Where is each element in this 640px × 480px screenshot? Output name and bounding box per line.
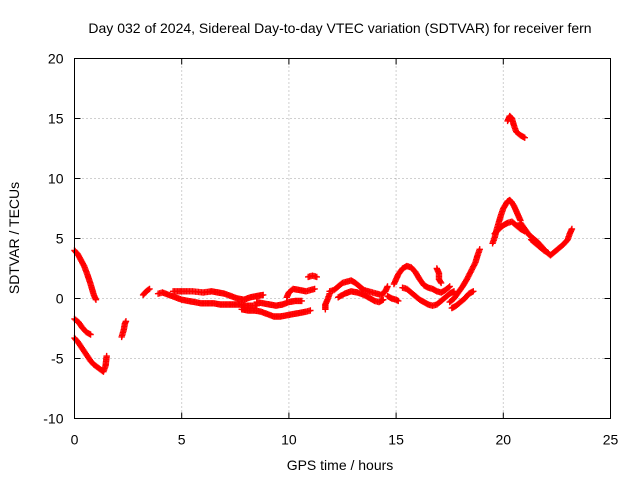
- x-tick-label: 25: [603, 432, 619, 448]
- x-tick-label: 5: [178, 432, 186, 448]
- series-arc-15: [384, 292, 402, 305]
- y-tick-label: 15: [48, 111, 64, 127]
- data-point: [307, 307, 314, 314]
- data-point: [437, 278, 444, 285]
- data-point: [545, 249, 552, 257]
- data-point: [259, 291, 267, 299]
- series-arc-18: [433, 265, 445, 287]
- y-tick-label: 10: [48, 171, 64, 187]
- y-tick-label: 20: [48, 51, 64, 67]
- series-arc-1: [71, 247, 100, 303]
- x-tick-label: 0: [71, 432, 79, 448]
- data-point: [476, 246, 483, 253]
- series-arc-17: [399, 284, 458, 309]
- data-point: [145, 286, 152, 293]
- series-arc-20: [448, 288, 477, 312]
- y-tick-label: 0: [56, 291, 64, 307]
- series-arc-25: [504, 112, 528, 141]
- data-point: [437, 279, 445, 287]
- series-arc-2: [71, 315, 94, 338]
- data-point: [445, 284, 452, 291]
- y-axis-title: SDTVAR / TECUs: [6, 182, 22, 294]
- series-arc-19: [446, 246, 483, 306]
- series-arc-22: [491, 218, 528, 237]
- series-arc-6: [154, 289, 260, 309]
- series-arc-3: [71, 334, 110, 375]
- data-point: [395, 297, 402, 305]
- y-tick-label: 5: [56, 231, 64, 247]
- data-point: [103, 352, 110, 360]
- y-tick-label: -5: [51, 351, 64, 367]
- data-point: [384, 283, 391, 290]
- x-axis-title: GPS time / hours: [287, 457, 394, 473]
- data-point: [311, 285, 318, 293]
- x-tick-label: 10: [281, 432, 297, 448]
- series-arc-8: [238, 306, 314, 320]
- y-axis-ticks: -10 -5 0 5 10 15 20: [43, 51, 611, 427]
- series-arc-5: [139, 285, 153, 299]
- data-points: [71, 112, 576, 375]
- series-arc-9: [253, 297, 305, 309]
- y-tick-label: -10: [43, 411, 63, 427]
- x-axis-ticks: 0 5 10 15 20 25: [71, 58, 619, 448]
- grid: [74, 58, 611, 419]
- data-point: [298, 297, 305, 305]
- series-arc-13: [326, 277, 391, 299]
- x-tick-label: 20: [496, 432, 512, 448]
- series-arc-11: [304, 272, 320, 281]
- series-arc-24: [527, 236, 552, 257]
- data-point: [146, 285, 153, 293]
- data-point: [380, 296, 387, 303]
- x-tick-label: 15: [388, 432, 404, 448]
- data-point: [471, 260, 478, 268]
- data-point: [568, 225, 576, 233]
- series-arc-12: [322, 290, 333, 313]
- data-point: [313, 273, 320, 281]
- series-arc-16: [390, 262, 453, 296]
- data-point: [92, 296, 100, 303]
- data-point: [87, 331, 94, 338]
- data-point: [521, 134, 528, 141]
- data-point: [470, 288, 477, 295]
- series-arc-7: [169, 288, 267, 303]
- chart-title: Day 032 of 2024, Sidereal Day-to-day VTE…: [88, 20, 591, 36]
- series-arc-10: [283, 285, 318, 301]
- series-arc-14: [335, 288, 387, 306]
- data-point: [122, 318, 130, 325]
- plot-frame: [74, 58, 611, 419]
- data-point: [446, 283, 453, 290]
- series-arc-4: [118, 318, 130, 341]
